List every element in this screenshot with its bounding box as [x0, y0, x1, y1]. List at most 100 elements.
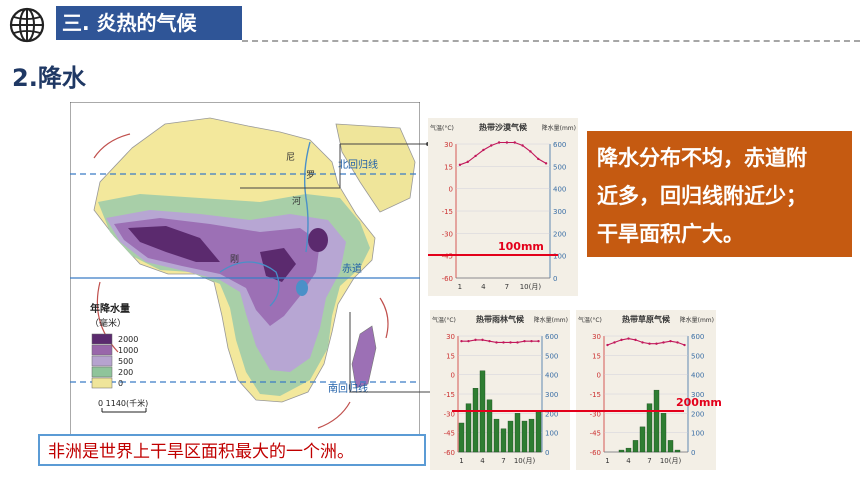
temperature-point	[523, 339, 526, 343]
temp-tick: 15	[592, 352, 601, 360]
precip-tick: 100	[553, 253, 566, 261]
precip-tick: 500	[691, 352, 704, 360]
month-tick: 4	[626, 457, 631, 465]
precip-bar	[639, 426, 646, 453]
madagascar	[351, 325, 377, 389]
legend-title: 年降水量	[90, 302, 130, 315]
month-tick: 1	[605, 457, 609, 465]
chart-title: 热带草原气候	[622, 314, 671, 324]
temperature-point	[516, 341, 519, 344]
temp-tick: 30	[592, 333, 601, 341]
legend-label: 500	[118, 357, 133, 366]
globe-icon	[8, 6, 46, 44]
summary-callout: 降水分布不均，赤道附 近多，回归线附近少； 干旱面积广大。	[587, 131, 852, 257]
temperature-point	[613, 341, 616, 344]
label-nile-2: 罗	[306, 170, 315, 181]
legend-swatch	[91, 366, 113, 378]
precip-bar	[500, 428, 507, 453]
page-title: 三. 炎热的气候	[56, 6, 242, 40]
climate-chart-savanna: 热带草原气候 气温(°C) 降水量(mm) 30 15 0 -15 -30 -45 -60 600 5…	[576, 310, 716, 470]
temp-axis-label: 气温(°C)	[578, 316, 602, 324]
label-congo: 刚	[230, 254, 239, 265]
chart-title: 热带雨林气候	[476, 314, 525, 324]
temperature-point	[495, 341, 498, 344]
temperature-point	[620, 338, 623, 342]
month-tick: 10(月)	[520, 283, 542, 291]
caption-box: 非洲是世界上干旱区面积最大的一个洲。	[38, 434, 426, 466]
temp-tick: 30	[446, 333, 455, 341]
callout-line-2: 近多，回归线附近少；	[597, 184, 807, 208]
temperature-line	[461, 339, 539, 343]
label-equator: 赤道	[342, 262, 362, 275]
temperature-point	[627, 337, 630, 340]
precip-bar	[646, 403, 653, 453]
temperature-point	[488, 339, 491, 343]
precip-tick: 400	[553, 186, 566, 194]
month-tick: 7	[647, 457, 651, 465]
precip-bar	[632, 440, 639, 453]
precip-bar	[660, 413, 667, 453]
precip-axis-label: 降水量(mm)	[542, 124, 576, 132]
temperature-point	[634, 338, 637, 342]
month-tick: 7	[505, 283, 509, 291]
label-tropic-north: 北回归线	[338, 158, 378, 171]
legend-label: 1000	[118, 346, 138, 355]
temperature-point	[467, 339, 470, 343]
temperature-point	[662, 341, 665, 344]
precip-axis-label: 降水量(mm)	[534, 316, 568, 324]
month-tick: 10(月)	[660, 457, 682, 465]
legend-label: 2000	[118, 335, 138, 344]
month-tick: 1	[459, 457, 463, 465]
temperature-point	[521, 144, 524, 147]
precip-bar	[472, 387, 479, 453]
precip-tick: 400	[691, 372, 704, 380]
temperature-point	[676, 341, 679, 344]
month-tick: 1	[458, 283, 462, 291]
precip-tick: 100	[545, 430, 558, 438]
temperature-point	[466, 160, 469, 164]
precip-bar	[493, 418, 500, 453]
header-divider	[242, 40, 860, 42]
precip-bar	[653, 389, 660, 453]
ref-label-200mm: 200mm	[676, 396, 722, 409]
temperature-point	[458, 163, 462, 167]
temperature-point	[497, 141, 501, 144]
temp-tick: -30	[442, 230, 453, 238]
temperature-point	[474, 338, 477, 342]
temp-axis-label: 气温(°C)	[432, 316, 456, 324]
precip-bar	[514, 413, 521, 453]
temp-tick: -15	[590, 391, 601, 399]
precip-tick: 600	[691, 333, 704, 341]
temperature-point	[490, 144, 493, 147]
temperature-point	[460, 339, 463, 343]
temperature-line	[607, 338, 685, 346]
temperature-point	[482, 148, 485, 152]
precip-tick: 600	[553, 141, 566, 149]
temp-tick: -30	[590, 410, 601, 418]
precip-tick: 0	[553, 275, 557, 283]
temperature-point	[481, 338, 484, 342]
temperature-point	[529, 150, 532, 153]
legend-unit: （毫米）	[90, 317, 126, 329]
temp-tick: 0	[597, 372, 601, 380]
legend-label: 0	[118, 379, 123, 388]
temp-tick: -15	[444, 391, 455, 399]
precip-bar	[667, 440, 674, 453]
precip-tick: 300	[691, 391, 704, 399]
month-tick: 7	[501, 457, 505, 465]
ref-line-100mm	[428, 254, 558, 256]
precip-bar	[528, 418, 535, 453]
temperature-point	[683, 343, 686, 347]
temperature-point	[537, 339, 540, 343]
temperature-point	[505, 141, 509, 144]
temperature-point	[513, 141, 516, 144]
temp-tick: -60	[590, 449, 601, 457]
precip-tick: 500	[553, 163, 566, 171]
ref-label-100mm: 100mm	[498, 240, 544, 253]
legend-swatch	[91, 377, 113, 389]
precip-tick: 0	[545, 449, 549, 457]
precip-tick: 600	[545, 333, 558, 341]
legend-label: 200	[118, 368, 133, 377]
precip-bar	[486, 399, 493, 453]
climate-chart-desert: 热带沙漠气候 气温(°C) 降水量(mm) 30 15 0 -15 -30 -45 -60 600 5…	[428, 118, 578, 296]
